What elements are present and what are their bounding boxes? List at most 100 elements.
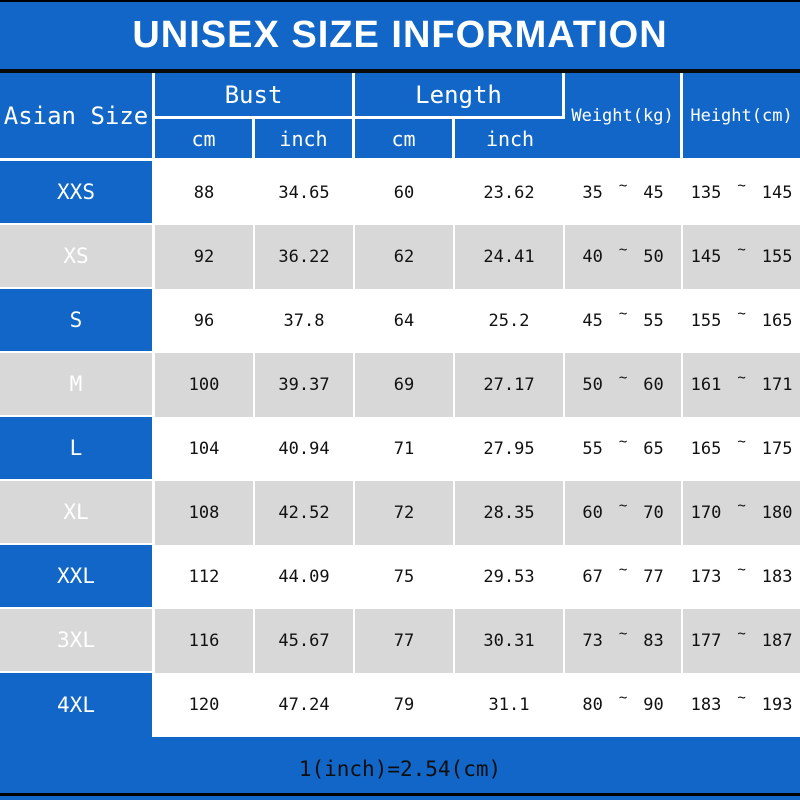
table-row: 4XL 120 47.24 79 31.1 80 ~90 183 ~193 bbox=[0, 673, 800, 737]
header-bust-inch: inch bbox=[255, 119, 356, 161]
length-cm-cell: 60 bbox=[355, 161, 456, 225]
tilde-separator: ~ bbox=[618, 434, 628, 450]
tilde-separator: ~ bbox=[737, 370, 746, 386]
size-label: M bbox=[0, 353, 155, 417]
bust-cm-cell: 104 bbox=[155, 417, 255, 481]
range-max: 175 bbox=[761, 439, 793, 459]
bust-inch-cell: 47.24 bbox=[255, 673, 356, 737]
tilde-separator: ~ bbox=[737, 242, 746, 258]
range-min: 40 bbox=[582, 247, 603, 267]
range-min: 145 bbox=[690, 247, 722, 267]
range-min: 161 bbox=[690, 375, 722, 395]
table-row: M 100 39.37 69 27.17 50 ~60 161 ~171 bbox=[0, 353, 800, 417]
length-cm-cell: 62 bbox=[355, 225, 456, 289]
range-min: 67 bbox=[582, 567, 603, 587]
table-row: 3XL 116 45.67 77 30.31 73 ~83 177 ~187 bbox=[0, 609, 800, 673]
range-min: 173 bbox=[690, 567, 722, 587]
range-value: 40 ~50 bbox=[565, 242, 681, 267]
range-value: 161 ~171 bbox=[683, 370, 800, 395]
bust-inch-cell: 37.8 bbox=[255, 289, 356, 353]
range-max: 193 bbox=[761, 695, 793, 715]
range-min: 170 bbox=[690, 503, 722, 523]
range-value: 50 ~60 bbox=[565, 370, 681, 395]
range-value: 135 ~145 bbox=[683, 178, 800, 203]
header-asian-size: Asian Size bbox=[0, 73, 155, 161]
tilde-separator: ~ bbox=[737, 178, 746, 194]
size-label: XS bbox=[0, 225, 155, 289]
bust-inch-cell: 40.94 bbox=[255, 417, 356, 481]
range-min: 165 bbox=[690, 439, 722, 459]
bust-cm-cell: 116 bbox=[155, 609, 255, 673]
length-cm-cell: 79 bbox=[355, 673, 456, 737]
length-cm-cell: 71 bbox=[355, 417, 456, 481]
tilde-separator: ~ bbox=[618, 306, 628, 322]
range-max: 171 bbox=[761, 375, 793, 395]
weight-range-cell: 55 ~65 bbox=[565, 417, 684, 481]
range-max: 55 bbox=[643, 311, 664, 331]
bust-inch-cell: 36.22 bbox=[255, 225, 356, 289]
range-value: 177 ~187 bbox=[683, 626, 800, 651]
tilde-separator: ~ bbox=[618, 690, 628, 706]
header-bust-group: Bust bbox=[155, 73, 356, 119]
header-length-inch: inch bbox=[455, 119, 566, 161]
tilde-separator: ~ bbox=[618, 178, 628, 194]
range-max: 145 bbox=[761, 183, 793, 203]
length-inch-cell: 23.62 bbox=[455, 161, 566, 225]
length-inch-cell: 25.2 bbox=[455, 289, 566, 353]
weight-range-cell: 80 ~90 bbox=[565, 673, 684, 737]
range-value: 173 ~183 bbox=[683, 562, 800, 587]
length-inch-cell: 27.95 bbox=[455, 417, 566, 481]
range-min: 45 bbox=[582, 311, 603, 331]
bust-cm-cell: 120 bbox=[155, 673, 255, 737]
range-value: 80 ~90 bbox=[565, 690, 681, 715]
header-group-row: Asian Size Bust Length Weight(kg) Height… bbox=[0, 73, 800, 161]
weight-range-cell: 73 ~83 bbox=[565, 609, 684, 673]
header-height: Height(cm) bbox=[683, 73, 800, 161]
tilde-separator: ~ bbox=[737, 562, 746, 578]
bust-inch-cell: 44.09 bbox=[255, 545, 356, 609]
conversion-note: 1(inch)=2.54(cm) bbox=[298, 756, 502, 781]
length-inch-cell: 31.1 bbox=[455, 673, 566, 737]
range-min: 35 bbox=[582, 183, 603, 203]
height-range-cell: 183 ~193 bbox=[683, 673, 800, 737]
range-max: 183 bbox=[761, 567, 793, 587]
range-max: 45 bbox=[643, 183, 664, 203]
header-bust-cm: cm bbox=[155, 119, 255, 161]
height-range-cell: 170 ~180 bbox=[683, 481, 800, 545]
length-cm-cell: 75 bbox=[355, 545, 456, 609]
length-inch-cell: 29.53 bbox=[455, 545, 566, 609]
range-max: 77 bbox=[643, 567, 664, 587]
weight-range-cell: 67 ~77 bbox=[565, 545, 684, 609]
range-min: 135 bbox=[690, 183, 722, 203]
tilde-separator: ~ bbox=[737, 434, 746, 450]
footer-bar: 1(inch)=2.54(cm) bbox=[0, 737, 800, 800]
range-value: 55 ~65 bbox=[565, 434, 681, 459]
length-cm-cell: 72 bbox=[355, 481, 456, 545]
range-value: 145 ~155 bbox=[683, 242, 800, 267]
table-row: XS 92 36.22 62 24.41 40 ~50 145 ~155 bbox=[0, 225, 800, 289]
weight-range-cell: 50 ~60 bbox=[565, 353, 684, 417]
size-label: 4XL bbox=[0, 673, 155, 737]
bust-inch-cell: 45.67 bbox=[255, 609, 356, 673]
tilde-separator: ~ bbox=[618, 242, 628, 258]
header-unit-row: cm inch cm inch bbox=[0, 119, 800, 161]
tilde-separator: ~ bbox=[737, 626, 746, 642]
tilde-separator: ~ bbox=[737, 306, 746, 322]
header-length-cm: cm bbox=[355, 119, 456, 161]
range-min: 60 bbox=[582, 503, 603, 523]
page-title: UNISEX SIZE INFORMATION bbox=[132, 14, 668, 56]
size-label: XL bbox=[0, 481, 155, 545]
bust-cm-cell: 96 bbox=[155, 289, 255, 353]
length-cm-cell: 77 bbox=[355, 609, 456, 673]
bust-inch-cell: 39.37 bbox=[255, 353, 356, 417]
weight-range-cell: 60 ~70 bbox=[565, 481, 684, 545]
length-cm-cell: 64 bbox=[355, 289, 456, 353]
size-label: 3XL bbox=[0, 609, 155, 673]
table-row: L 104 40.94 71 27.95 55 ~65 165 ~175 bbox=[0, 417, 800, 481]
range-max: 90 bbox=[643, 695, 664, 715]
tilde-separator: ~ bbox=[737, 498, 746, 514]
height-range-cell: 135 ~145 bbox=[683, 161, 800, 225]
height-range-cell: 177 ~187 bbox=[683, 609, 800, 673]
tilde-separator: ~ bbox=[737, 690, 746, 706]
length-inch-cell: 27.17 bbox=[455, 353, 566, 417]
